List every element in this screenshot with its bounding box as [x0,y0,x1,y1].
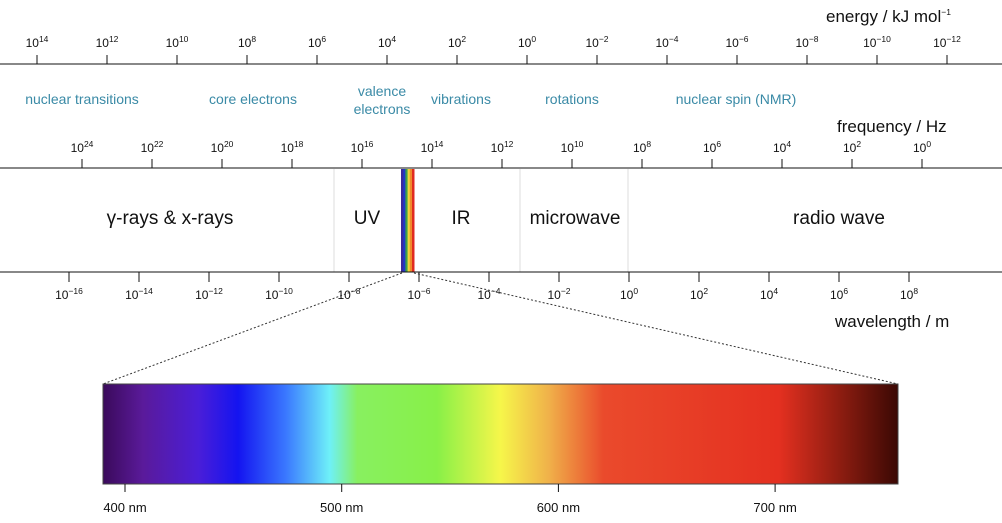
wavelength-tick-label: 10−2 [547,286,570,302]
wavelength-tick-label: 10−8 [337,286,360,302]
transition-label-nuclear-spin-nmr: nuclear spin (NMR) [676,91,797,107]
frequency-tick-label: 1010 [561,139,584,155]
energy-tick-label: 106 [308,34,326,50]
energy-tick-label: 104 [378,34,396,50]
visible-band-stripe [409,169,413,272]
wavelength-tick-label: 100 [620,286,638,302]
nm-tick-label: 400 nm [103,500,146,515]
frequency-tick-label: 1016 [351,139,374,155]
transition-label-valence-electrons: valence [358,83,406,99]
wavelength-axis-ticks: 10−16 10−14 10−12 10−10 10−8 10−6 10−4 10−2 100 1… [55,272,918,302]
zoom-guide-line-left [102,272,403,385]
visible-spectrum: 400 nm 500 nm 600 nm 700 nm [102,383,899,515]
energy-tick-label: 10−6 [725,34,748,50]
transition-label-rotations: rotations [545,91,599,107]
nm-tick-label: 500 nm [320,500,363,515]
spectrum-region-band: γ-rays & x-rays UV IR microwave radio wa… [107,169,885,272]
frequency-tick-label: 1020 [211,139,234,155]
frequency-tick-label: 106 [703,139,721,155]
energy-tick-label: 1012 [96,34,119,50]
frequency-tick-label: 104 [773,139,791,155]
frequency-tick-label: 102 [843,139,861,155]
energy-tick-label: 1010 [166,34,189,50]
visible-band-stripe [407,169,411,272]
frequency-tick-label: 108 [633,139,651,155]
visible-light-band [401,169,415,272]
wavelength-tick-label: 102 [690,286,708,302]
visible-spectrum-gradient-bar [102,383,899,485]
energy-tick-label: 100 [518,34,536,50]
frequency-tick-label: 100 [913,139,931,155]
wavelength-tick-label: 108 [900,286,918,302]
wavelength-tick-label: 104 [760,286,778,302]
wavelength-tick-label: 10−12 [195,286,223,302]
transition-label-core-electrons: core electrons [209,91,297,107]
visible-band-stripe [412,169,415,272]
region-label-gamma-xrays: γ-rays & x-rays [107,208,234,229]
transition-label-vibrations: vibrations [431,91,491,107]
transition-label-valence-electrons: electrons [354,101,411,117]
wavelength-tick-label: 106 [830,286,848,302]
wavelength-tick-label: 10−4 [477,286,500,302]
nm-tick-label: 600 nm [537,500,580,515]
frequency-axis-title: frequency / Hz [837,117,947,136]
frequency-tick-label: 1018 [281,139,304,155]
energy-axis-ticks: 1014 1012 1010 108 106 104 102 100 10−2 10−4 10−6 1… [26,34,961,64]
transition-label-nuclear-transitions: nuclear transitions [25,91,139,107]
visible-band-stripe [401,169,404,272]
wavelength-tick-label: 10−10 [265,286,293,302]
energy-tick-label: 10−12 [933,34,961,50]
region-label-ir: IR [452,208,471,229]
energy-axis: energy / kJ mol−1 1014 1012 1010 108 106 104 1… [0,7,1002,65]
zoom-guide-line-right [413,272,899,385]
energy-tick-label: 10−2 [585,34,608,50]
region-label-radio-wave: radio wave [793,208,885,229]
wavelength-tick-label: 10−14 [125,286,153,302]
visible-spectrum-ticks: 400 nm 500 nm 600 nm 700 nm [103,484,797,515]
wavelength-axis: 10−16 10−14 10−12 10−10 10−8 10−6 10−4 10−2 100 1… [0,271,1002,331]
frequency-tick-label: 1022 [141,139,164,155]
frequency-tick-label: 1024 [71,139,94,155]
transition-labels: nuclear transitions core electrons valence… [25,83,796,117]
region-label-uv: UV [354,208,381,229]
energy-axis-title: energy / kJ mol−1 [826,7,951,26]
energy-tick-label: 10−10 [863,34,891,50]
frequency-axis-ticks: 1024 1022 1020 1018 1016 1014 1012 1010 108 106 10… [71,139,931,168]
frequency-tick-label: 1012 [491,139,514,155]
energy-tick-label: 102 [448,34,466,50]
visible-band-stripe [403,169,406,272]
energy-tick-label: 108 [238,34,256,50]
energy-tick-label: 10−8 [795,34,818,50]
frequency-tick-label: 1014 [421,139,444,155]
nm-tick-label: 700 nm [753,500,796,515]
energy-tick-label: 1014 [26,34,49,50]
visible-band-stripe [405,169,408,272]
region-label-microwave: microwave [530,208,621,229]
wavelength-tick-label: 10−16 [55,286,83,302]
frequency-axis: frequency / Hz 1024 1022 1020 1018 1016 1014 1… [0,117,1002,169]
wavelength-axis-title: wavelength / m [834,312,949,331]
wavelength-tick-label: 10−6 [407,286,430,302]
energy-tick-label: 10−4 [655,34,678,50]
